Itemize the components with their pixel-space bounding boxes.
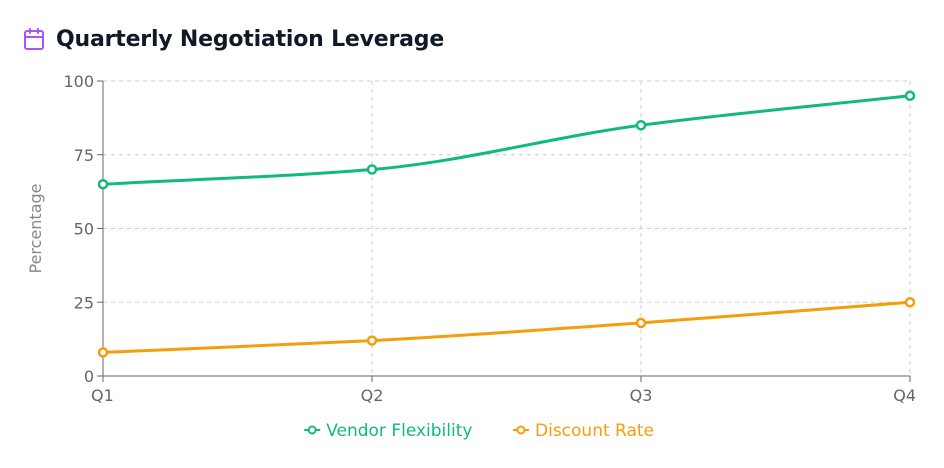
y-axis-title: Percentage (26, 183, 45, 273)
x-tick-label-q1: Q1 (91, 386, 114, 405)
x-tick-label-q3: Q3 (630, 386, 653, 405)
x-tick-label-q4: Q4 (893, 386, 916, 405)
data-point-vendor-flexibility-q4 (904, 90, 916, 101)
data-point-vendor-flexibility-q1 (97, 179, 109, 190)
legend-label-discount-rate: Discount Rate (535, 421, 654, 441)
x-tick-label-q2: Q2 (361, 386, 384, 405)
legend-marker-discount-rate (516, 425, 526, 435)
series-line-discount-rate (102, 300, 911, 354)
data-point-vendor-flexibility-q3 (635, 120, 647, 131)
y-tick-label-100: 100 (63, 72, 94, 91)
chart-title: Quarterly Negotiation Leverage (56, 26, 445, 52)
y-tick-label-0: 0 (84, 367, 94, 386)
data-point-discount-rate-q2 (366, 335, 378, 346)
y-tick-label-25: 25 (74, 293, 94, 312)
y-tick-label-75: 75 (74, 146, 94, 165)
data-point-discount-rate-q4 (904, 297, 916, 308)
legend-marker-vendor-flexibility (307, 425, 317, 435)
data-point-discount-rate-q1 (97, 347, 109, 358)
series-line-vendor-flexibility (102, 94, 911, 186)
data-point-vendor-flexibility-q2 (366, 164, 378, 175)
legend-label-vendor-flexibility: Vendor Flexibility (326, 421, 472, 441)
calendar-icon (24, 28, 44, 50)
data-point-discount-rate-q3 (635, 317, 647, 329)
chart-header: Quarterly Negotiation Leverage (22, 22, 444, 56)
y-tick-label-50: 50 (74, 220, 94, 239)
